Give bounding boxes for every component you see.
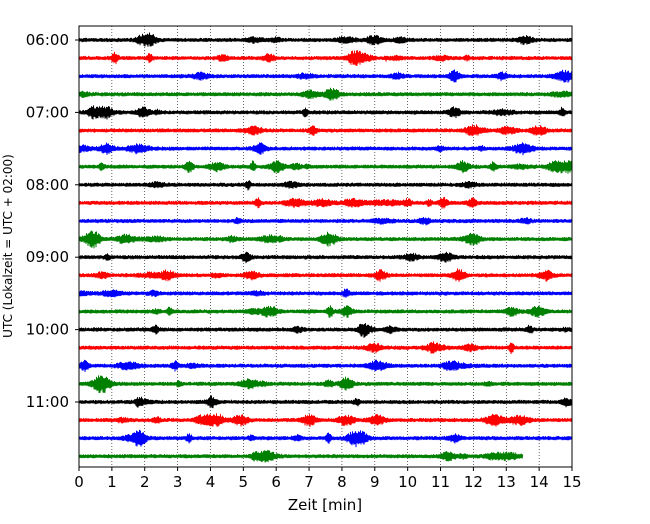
trace-0730	[78, 142, 573, 156]
trace-1030	[78, 359, 573, 373]
x-axis-ticks: 0 1 2 3 4 5 6 7 8 9 10 11 12 13 14 15	[74, 467, 582, 491]
y-tick-label: 09:00	[26, 248, 69, 266]
trace-1100	[78, 395, 573, 409]
plot-frame	[78, 25, 573, 468]
trace-0645	[78, 87, 573, 101]
x-tick-label: 4	[206, 473, 216, 491]
trace-0700	[78, 105, 573, 120]
x-axis-label: Zeit [min]	[288, 496, 362, 514]
trace-0630	[78, 69, 573, 83]
y-tick-label: 07:00	[26, 103, 69, 121]
trace-0830	[78, 216, 573, 226]
trace-0615	[78, 50, 573, 66]
trace-0845	[78, 230, 573, 249]
x-tick-label: 0	[74, 473, 84, 491]
trace-1015	[78, 341, 573, 355]
y-tick-label: 08:00	[26, 176, 69, 194]
trace-0915	[78, 268, 573, 282]
trace-0800	[78, 180, 573, 191]
trace-0930	[78, 288, 573, 298]
x-tick-label: 2	[140, 473, 150, 491]
x-tick-label: 9	[370, 473, 380, 491]
y-tick-label: 06:00	[26, 31, 69, 49]
x-tick-label: 8	[337, 473, 347, 491]
trace-1000	[78, 323, 573, 338]
x-tick-label: 5	[239, 473, 249, 491]
x-tick-label: 10	[398, 473, 417, 491]
x-tick-label: 13	[497, 473, 516, 491]
trace-0715	[78, 124, 573, 137]
x-tick-label: 14	[530, 473, 549, 491]
trace-1145	[78, 450, 524, 463]
trace-1130	[78, 429, 573, 448]
trace-layer	[78, 32, 573, 463]
trace-0945	[78, 305, 573, 318]
x-tick-label: 12	[464, 473, 483, 491]
trace-0600	[78, 32, 573, 47]
x-tick-label: 15	[562, 473, 581, 491]
y-axis-ticks: 06:00 07:00 08:00 09:00 10:00 11:00	[26, 31, 79, 411]
y-tick-label: 10:00	[26, 321, 69, 339]
x-tick-label: 7	[304, 473, 314, 491]
y-axis-label: UTC (Lokalzeit = UTC + 02:00)	[1, 154, 15, 338]
trace-1045	[78, 375, 573, 394]
trace-0815	[78, 196, 573, 209]
trace-1115	[78, 413, 573, 428]
x-tick-label: 1	[107, 473, 117, 491]
y-tick-label: 11:00	[26, 393, 69, 411]
x-tick-label: 11	[431, 473, 450, 491]
x-tick-label: 3	[173, 473, 183, 491]
x-tick-label: 6	[271, 473, 281, 491]
trace-0745	[78, 160, 573, 174]
trace-0900	[78, 251, 573, 264]
